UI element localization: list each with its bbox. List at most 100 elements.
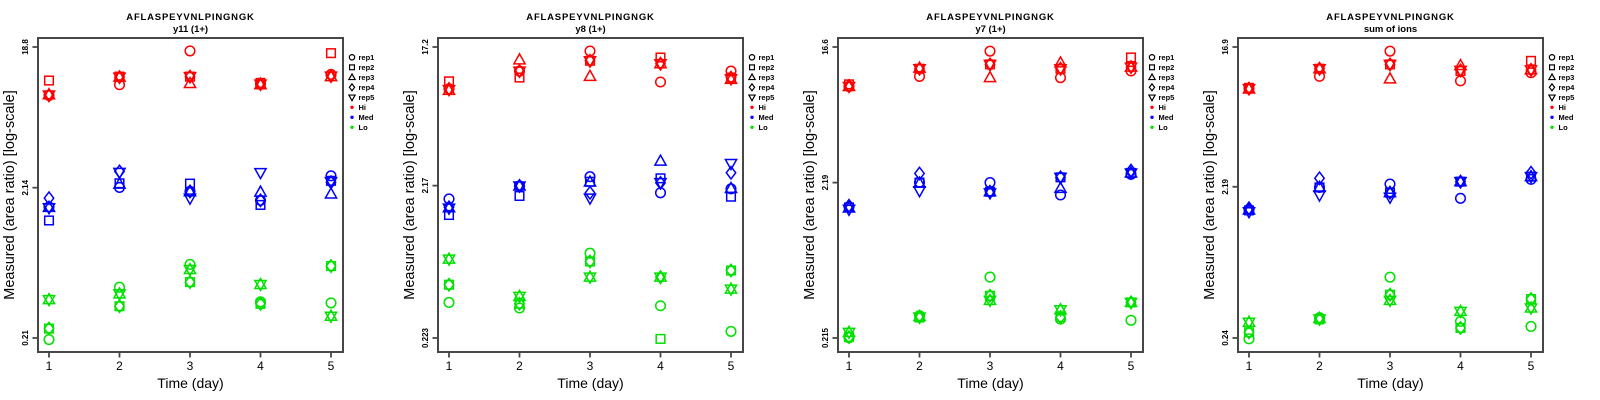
legend-label-rep1: rep1 xyxy=(1559,53,1575,62)
triangle-up-marker xyxy=(112,286,127,299)
legend-label-rep5: rep5 xyxy=(759,93,775,102)
legend-label-rep5: rep5 xyxy=(1559,93,1575,102)
circle-marker xyxy=(184,45,196,57)
circle-marker xyxy=(113,281,126,293)
legend-label-lo: Lo xyxy=(759,123,769,132)
legend-label-med: Med xyxy=(1559,113,1574,122)
triangle-up-marker xyxy=(253,276,268,290)
legend-label-rep4: rep4 xyxy=(759,83,776,92)
legend-label-rep1: rep1 xyxy=(359,53,375,62)
triangle-down-marker xyxy=(583,193,597,206)
panel-subtitle: sum of ions xyxy=(1364,24,1417,35)
diamond-marker xyxy=(1243,200,1255,216)
triangle-down-marker xyxy=(253,279,268,293)
triangle-up-marker xyxy=(983,70,997,83)
triangle-down-marker xyxy=(442,254,456,267)
triangle-up-marker xyxy=(183,184,197,197)
diamond-marker xyxy=(1454,320,1467,336)
triangle-down-marker xyxy=(983,59,997,72)
legend-label-rep1: rep1 xyxy=(1159,53,1175,62)
triangle-down-marker xyxy=(724,74,738,87)
diamond-marker xyxy=(725,263,737,278)
triangle-down-marker xyxy=(1147,94,1157,102)
x-tick-label: 5 xyxy=(728,359,735,373)
triangle-down-marker xyxy=(583,272,597,285)
x-tick-label: 5 xyxy=(1128,359,1135,373)
circle-marker xyxy=(984,45,996,57)
triangle-down-marker xyxy=(183,193,197,206)
diamond-marker xyxy=(584,254,596,269)
x-tick-label: 4 xyxy=(657,359,664,373)
square-marker xyxy=(1548,64,1556,71)
triangle-up-marker xyxy=(112,69,127,82)
triangle-up-marker xyxy=(512,288,527,302)
y-axis-title: Measured (area ratio) [log-scale] xyxy=(402,90,418,300)
circle-marker xyxy=(1054,189,1067,201)
triangle-up-marker xyxy=(324,308,338,321)
y-tick-label: 2.19 xyxy=(821,174,830,190)
y-tick-label: 2.14 xyxy=(21,179,30,195)
circle-marker xyxy=(748,54,756,61)
legend-label-rep3: rep3 xyxy=(1559,73,1575,82)
legend-label-med: Med xyxy=(359,113,374,122)
y-tick-label: 0.223 xyxy=(421,327,430,348)
panel-title: AFLASPEYVNLPINGNGK xyxy=(126,12,254,23)
legend-dot-med xyxy=(1550,115,1554,120)
triangle-up-marker xyxy=(1524,300,1538,313)
diamond-marker xyxy=(1313,170,1326,186)
legend-dot-med xyxy=(350,115,354,120)
circle-marker xyxy=(1313,70,1326,82)
panel-title: AFLASPEYVNLPINGNGK xyxy=(526,12,654,23)
legend-dot-hi xyxy=(750,105,754,110)
circle-marker xyxy=(1125,314,1137,326)
panel-subtitle: y7 (1+) xyxy=(975,24,1005,35)
triangle-down-marker xyxy=(653,177,668,191)
triangle-down-marker xyxy=(324,176,338,190)
legend-label-rep5: rep5 xyxy=(1159,93,1175,102)
triangle-down-marker xyxy=(324,311,338,324)
y-tick-label: 0.21 xyxy=(21,330,30,346)
x-tick-label: 2 xyxy=(116,359,123,373)
triangle-down-marker xyxy=(1524,171,1538,185)
square-marker xyxy=(43,75,55,86)
square-marker xyxy=(255,199,266,210)
legend-label-rep2: rep2 xyxy=(359,63,375,72)
triangle-down-marker xyxy=(1524,303,1538,316)
diamond-marker xyxy=(1054,309,1067,325)
triangle-down-marker xyxy=(1547,94,1557,102)
triangle-up-marker xyxy=(1147,72,1157,81)
triangle-down-marker xyxy=(42,90,56,103)
square-marker xyxy=(325,48,337,59)
diamond-marker xyxy=(43,321,55,336)
legend-label-rep4: rep4 xyxy=(1159,83,1176,92)
circle-marker xyxy=(1548,54,1556,61)
triangle-down-marker xyxy=(912,63,927,77)
triangle-down-marker xyxy=(1053,63,1068,77)
triangle-down-marker xyxy=(724,284,738,297)
y-tick-label: 18.8 xyxy=(21,39,30,55)
triangle-down-marker xyxy=(1383,295,1397,308)
square-marker xyxy=(748,64,756,71)
triangle-up-marker xyxy=(1383,71,1397,84)
triangle-down-marker xyxy=(1242,317,1256,330)
x-tick-label: 3 xyxy=(987,359,994,373)
legend-label-lo: Lo xyxy=(359,123,369,132)
triangle-up-marker xyxy=(442,251,456,264)
triangle-down-marker xyxy=(653,272,668,285)
square-marker xyxy=(443,209,455,221)
x-tick-label: 4 xyxy=(1457,359,1464,373)
triangle-down-marker xyxy=(42,294,56,308)
triangle-down-marker xyxy=(1124,168,1138,181)
square-marker xyxy=(348,64,356,71)
triangle-down-marker xyxy=(253,79,268,92)
triangle-up-marker xyxy=(724,180,738,194)
square-marker xyxy=(514,72,525,83)
triangle-down-marker xyxy=(1242,83,1256,97)
triangle-down-marker xyxy=(1383,59,1397,72)
square-marker xyxy=(1148,64,1156,71)
diamond-marker xyxy=(348,82,356,92)
x-tick-label: 2 xyxy=(1316,359,1323,373)
triangle-down-marker xyxy=(583,56,597,69)
square-marker xyxy=(184,178,196,189)
